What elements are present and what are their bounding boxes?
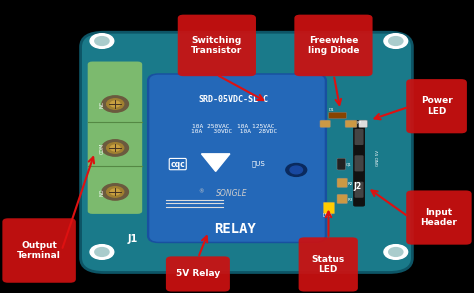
Text: Q1: Q1 [346, 163, 352, 167]
FancyBboxPatch shape [337, 178, 347, 188]
Circle shape [90, 245, 114, 259]
Text: Input
Header: Input Header [420, 208, 457, 227]
Circle shape [107, 99, 124, 109]
Text: R2: R2 [348, 182, 354, 186]
FancyBboxPatch shape [88, 62, 142, 214]
Text: Freewhee
ling Diode: Freewhee ling Diode [308, 35, 359, 55]
FancyBboxPatch shape [345, 120, 357, 127]
Text: NC: NC [100, 100, 104, 108]
Circle shape [290, 166, 302, 174]
Circle shape [110, 101, 120, 107]
Circle shape [389, 37, 403, 45]
FancyBboxPatch shape [147, 73, 327, 243]
Circle shape [384, 245, 408, 259]
Circle shape [107, 187, 124, 197]
Text: Power
LED: Power LED [421, 96, 452, 116]
FancyBboxPatch shape [355, 155, 364, 171]
Circle shape [95, 248, 109, 256]
FancyBboxPatch shape [178, 15, 256, 76]
FancyBboxPatch shape [406, 190, 472, 245]
Text: J2: J2 [354, 182, 362, 190]
Text: 10A 250VAC  10A 125VAC
10A   30VDC  10A  28VDC: 10A 250VAC 10A 125VAC 10A 30VDC 10A 28VD… [191, 124, 277, 134]
Text: R7: R7 [357, 121, 363, 125]
Text: NO: NO [100, 188, 104, 196]
Text: cqc: cqc [170, 160, 185, 168]
FancyBboxPatch shape [149, 75, 325, 242]
Circle shape [95, 37, 109, 45]
Text: ®: ® [199, 189, 204, 195]
Text: SRD-05VDC-SL-C: SRD-05VDC-SL-C [199, 95, 269, 104]
FancyBboxPatch shape [294, 15, 373, 76]
FancyBboxPatch shape [320, 120, 330, 127]
Polygon shape [201, 154, 230, 171]
Circle shape [110, 189, 120, 195]
Circle shape [107, 143, 124, 153]
Text: Switching
Transistor: Switching Transistor [191, 35, 243, 55]
Text: LED: LED [322, 213, 332, 218]
FancyBboxPatch shape [355, 129, 364, 145]
Text: SONGLE: SONGLE [217, 189, 248, 198]
Circle shape [90, 34, 114, 48]
Text: COM: COM [100, 142, 104, 154]
FancyBboxPatch shape [406, 79, 467, 133]
FancyBboxPatch shape [323, 202, 335, 214]
FancyBboxPatch shape [355, 182, 364, 198]
Text: 5V Relay: 5V Relay [176, 270, 220, 278]
Text: GND 5V: GND 5V [376, 150, 380, 166]
Text: J1: J1 [128, 234, 138, 244]
Circle shape [102, 140, 128, 156]
Text: R3: R3 [348, 198, 354, 202]
Text: Status
LED: Status LED [311, 255, 345, 274]
FancyBboxPatch shape [81, 32, 412, 272]
Text: D1: D1 [328, 108, 334, 112]
FancyBboxPatch shape [353, 120, 365, 207]
FancyBboxPatch shape [299, 237, 358, 292]
Circle shape [384, 34, 408, 48]
FancyBboxPatch shape [2, 218, 76, 283]
FancyBboxPatch shape [328, 112, 346, 119]
FancyBboxPatch shape [337, 194, 347, 204]
Text: RELAY: RELAY [214, 222, 255, 236]
FancyBboxPatch shape [359, 120, 367, 127]
FancyBboxPatch shape [166, 256, 230, 292]
Text: Output
Terminal: Output Terminal [17, 241, 61, 260]
Circle shape [286, 163, 307, 176]
Circle shape [389, 248, 403, 256]
Circle shape [102, 184, 128, 200]
Circle shape [110, 145, 120, 151]
Circle shape [102, 96, 128, 112]
Text: ⓁUS: ⓁUS [251, 161, 265, 167]
FancyBboxPatch shape [337, 158, 346, 170]
